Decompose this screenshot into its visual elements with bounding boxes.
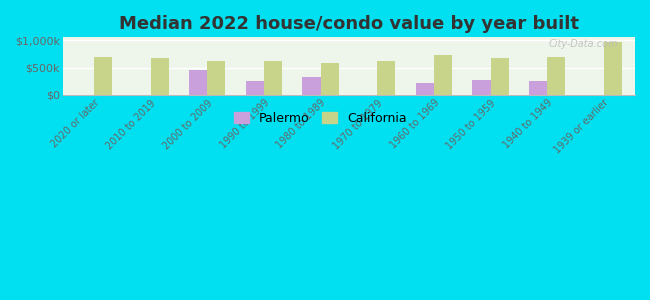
Bar — [604, 42, 622, 95]
Bar — [94, 56, 112, 95]
Bar — [320, 63, 339, 95]
Bar — [246, 81, 264, 95]
Bar — [491, 58, 509, 95]
Bar — [547, 56, 566, 95]
Bar — [416, 83, 434, 95]
Bar — [151, 58, 169, 95]
Bar — [473, 80, 491, 95]
Bar — [434, 56, 452, 95]
Bar — [264, 61, 282, 95]
Title: Median 2022 house/condo value by year built: Median 2022 house/condo value by year bu… — [119, 15, 579, 33]
Bar — [302, 77, 320, 95]
Bar — [189, 70, 207, 95]
Text: City-Data.com: City-Data.com — [548, 39, 618, 49]
Legend: Palermo, California: Palermo, California — [229, 107, 411, 130]
Bar — [529, 81, 547, 95]
Bar — [207, 61, 226, 95]
Bar — [377, 61, 395, 95]
